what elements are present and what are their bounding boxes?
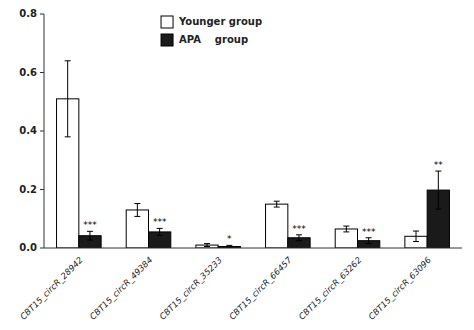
error-cap [435,209,441,210]
y-tick [40,248,44,249]
legend-label: Younger group [178,16,262,27]
error-bar [435,171,441,209]
error-bar [274,201,280,207]
y-tick [40,131,44,132]
y-tick [40,72,44,73]
error-line [276,201,277,207]
chart-container: 0.00.20.40.60.8***************CBT15_circ… [0,0,474,330]
error-bar [157,228,163,235]
error-line [416,231,417,242]
error-bar [226,245,232,247]
significance-label: *** [153,217,167,227]
error-line [346,226,347,232]
x-tick-label: CBT15_circR_63262 [297,255,364,322]
annotations: *************** [83,160,443,244]
error-line [298,235,299,241]
y-tick-label: 0.4 [19,125,37,136]
y-tick-label: 0.8 [19,8,37,19]
error-cap [343,231,349,232]
error-cap [134,203,140,204]
error-bar [413,231,419,242]
chart-svg: 0.00.20.40.60.8***************CBT15_circ… [0,0,474,330]
error-cap [343,226,349,227]
x-axis-line [44,248,462,249]
error-cap [226,245,232,246]
error-cap [65,136,71,137]
error-cap [204,243,210,244]
error-line [438,171,439,209]
error-bar [366,238,372,244]
error-cap [87,240,93,241]
error-bar [87,231,93,240]
x-tick-label: CBT15_circR_63096 [366,254,433,321]
error-cap [157,228,163,229]
y-tick-label: 0.0 [19,242,37,253]
significance-label: *** [83,220,97,230]
bar [335,229,357,248]
error-line [159,228,160,235]
y-tick-label: 0.2 [19,184,37,195]
error-cap [274,207,280,208]
legend: Younger group APA group [161,16,262,46]
y-tick [40,189,44,190]
error-cap [366,243,372,244]
error-bar [296,235,302,241]
error-cap [134,216,140,217]
error-bar [134,204,140,217]
error-bar [343,226,349,232]
error-cap [413,241,419,242]
bars [57,61,450,248]
legend-swatch [161,16,173,28]
x-tick-label: CBT15_circR_49384 [88,255,155,322]
significance-label: ** [434,160,444,170]
x-tick-label: CBT15_circR_35233 [157,255,224,322]
error-cap [157,235,163,236]
error-cap [296,234,302,235]
error-line [137,204,138,217]
x-axis: CBT15_circR_28942CBT15_circR_49384CBT15_… [18,254,434,321]
error-cap [413,231,419,232]
significance-label: * [227,234,232,244]
significance-label: *** [292,224,306,234]
error-cap [435,171,441,172]
significance-label: *** [362,227,376,237]
legend-swatch [161,34,173,46]
y-axis-line [44,14,45,248]
error-line [89,231,90,240]
y-axis: 0.0 0.2 0.4 0.6 0.8 [19,8,44,253]
error-line [368,238,369,244]
error-cap [204,246,210,247]
error-cap [296,240,302,241]
error-line [67,61,68,137]
error-bar [204,244,210,247]
error-cap [87,231,93,232]
error-cap [65,60,71,61]
error-cap [366,237,372,238]
error-bar [65,61,71,137]
x-tick-label: CBT15_circR_28942 [18,255,85,322]
bar [266,204,288,248]
y-tick [40,14,44,15]
error-cap [274,201,280,202]
legend-label: APA group [179,34,248,45]
x-tick-label: CBT15_circR_66457 [227,254,294,321]
y-tick-label: 0.6 [19,67,37,78]
